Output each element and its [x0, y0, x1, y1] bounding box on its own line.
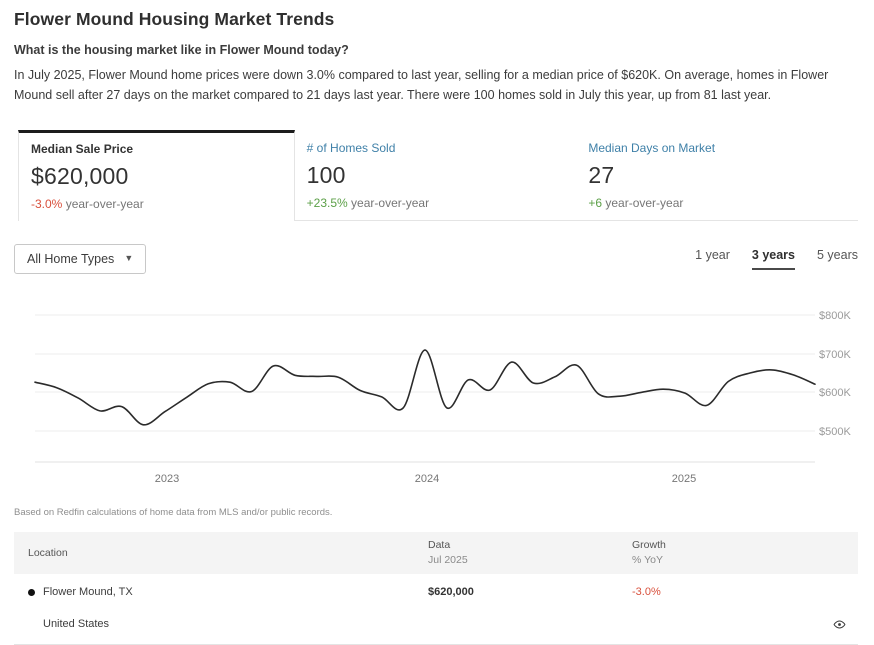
location-label: Flower Mound, TX [43, 586, 133, 599]
y-tick-500k: $500K [819, 426, 851, 438]
y-tick-600k: $600K [819, 387, 851, 399]
timeframe-3-years[interactable]: 3 years [751, 248, 795, 270]
table-row-flower-mound: Flower Mound, TX $620,000 -3.0% [14, 579, 858, 606]
timeframe-5-years[interactable]: 5 years [817, 247, 858, 262]
y-tick-800k: $800K [819, 310, 851, 322]
x-tick-2025: 2025 [672, 473, 696, 485]
stat-delta-value: +23.5% [306, 195, 348, 210]
stat-value: 27 [588, 161, 615, 188]
stat-delta: +23.5% year-over-year [307, 196, 565, 210]
stat-label: Median Days on Market [588, 140, 716, 155]
col-header-growth: Growth [632, 538, 666, 551]
x-tick-2023: 2023 [155, 473, 179, 485]
tab-median-sale-price[interactable]: Median Sale Price $620,000 -3.0% year-ov… [18, 129, 295, 221]
stat-value: 100 [306, 161, 346, 188]
chart-controls-row: All Home Types ▼ 1 year 3 years 5 years [14, 243, 858, 274]
col-header-data: Data [428, 538, 451, 551]
page-title: Flower Mound Housing Market Trends [14, 9, 335, 29]
chevron-down-icon: ▼ [124, 253, 134, 263]
stat-delta-value: +6 [588, 195, 603, 210]
table-header-row: Location Data Jul 2025 Growth % YoY [14, 531, 858, 574]
comparison-table: Location Data Jul 2025 Growth % YoY Flow… [14, 531, 858, 645]
stat-delta: -3.0% year-over-year [31, 197, 282, 211]
median-sale-price-chart: $800K $700K $600K $500K 2023 2024 2025 [0, 284, 874, 494]
x-tick-2024: 2024 [415, 473, 439, 485]
price-line-path [34, 348, 816, 426]
location-label: United States [43, 618, 110, 631]
col-header-location: Location [28, 546, 68, 559]
toggle-visibility-button[interactable] [833, 618, 846, 631]
stat-delta-suffix: year-over-year [347, 195, 430, 210]
eye-icon [833, 620, 846, 629]
price-trend-svg: $800K $700K $600K $500K 2023 2024 2025 [34, 310, 851, 485]
tab-median-days-on-market[interactable]: Median Days on Market 27 +6 year-over-ye… [576, 129, 858, 221]
col-subheader-growth-unit: % YoY [632, 553, 663, 566]
stat-label: # of Homes Sold [306, 140, 396, 155]
stats-tab-strip: Median Sale Price $620,000 -3.0% year-ov… [18, 129, 858, 221]
series-dot-icon [28, 588, 35, 596]
data-source-disclaimer: Based on Redfin calculations of home dat… [14, 506, 333, 518]
data-value-cell: $620,000 [428, 586, 474, 599]
market-summary-text: In July 2025, Flower Mound home prices w… [14, 68, 829, 102]
home-type-dropdown[interactable]: All Home Types ▼ [14, 243, 147, 274]
table-row-united-states: United States [14, 611, 858, 638]
market-question-heading: What is the housing market like in Flowe… [14, 43, 349, 57]
stat-delta-suffix: year-over-year [62, 196, 144, 211]
home-type-dropdown-label: All Home Types [27, 251, 115, 266]
tab-homes-sold[interactable]: # of Homes Sold 100 +23.5% year-over-yea… [294, 129, 577, 221]
stat-delta-suffix: year-over-year [602, 195, 684, 210]
stat-value: $620,000 [31, 162, 129, 189]
growth-value-cell: -3.0% [632, 586, 661, 599]
stat-delta: +6 year-over-year [588, 196, 846, 210]
stat-delta-value: -3.0% [31, 196, 63, 211]
y-tick-700k: $700K [819, 349, 851, 361]
timeframe-1-year[interactable]: 1 year [695, 247, 730, 262]
timeframe-tabs: 1 year 3 years 5 years [695, 248, 858, 270]
col-subheader-data-period: Jul 2025 [428, 553, 468, 566]
stat-label: Median Sale Price [31, 141, 134, 156]
